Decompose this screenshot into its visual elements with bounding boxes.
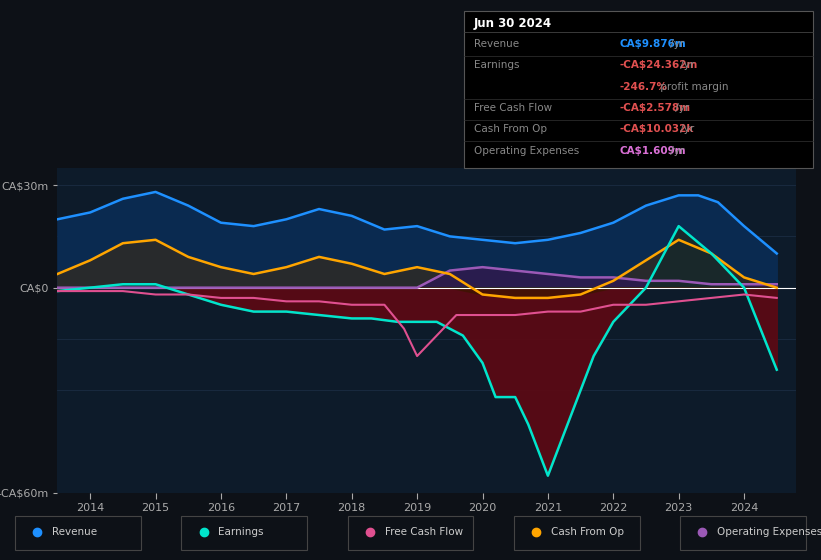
Text: Earnings: Earnings — [474, 60, 519, 71]
Text: Operating Expenses: Operating Expenses — [718, 527, 821, 537]
Text: /yr: /yr — [677, 124, 695, 134]
Text: Free Cash Flow: Free Cash Flow — [384, 527, 463, 537]
FancyBboxPatch shape — [514, 516, 640, 550]
Text: Jun 30 2024: Jun 30 2024 — [474, 17, 552, 30]
Text: Cash From Op: Cash From Op — [551, 527, 624, 537]
Text: Revenue: Revenue — [53, 527, 97, 537]
Text: CA$1.609m: CA$1.609m — [620, 146, 686, 156]
FancyBboxPatch shape — [347, 516, 473, 550]
Text: CA$9.876m: CA$9.876m — [620, 39, 686, 49]
Text: -CA$2.578m: -CA$2.578m — [620, 103, 691, 113]
Text: profit margin: profit margin — [657, 82, 728, 92]
Text: Earnings: Earnings — [218, 527, 264, 537]
Text: -CA$10.032k: -CA$10.032k — [620, 124, 695, 134]
Text: Revenue: Revenue — [474, 39, 519, 49]
FancyBboxPatch shape — [181, 516, 307, 550]
FancyBboxPatch shape — [681, 516, 805, 550]
Text: Operating Expenses: Operating Expenses — [474, 146, 579, 156]
FancyBboxPatch shape — [16, 516, 141, 550]
Text: -246.7%: -246.7% — [620, 82, 667, 92]
Text: -CA$24.362m: -CA$24.362m — [620, 60, 698, 71]
Text: /yr: /yr — [667, 146, 685, 156]
Text: /yr: /yr — [667, 39, 685, 49]
Text: Free Cash Flow: Free Cash Flow — [474, 103, 552, 113]
Text: /yr: /yr — [677, 60, 695, 71]
Text: /yr: /yr — [672, 103, 690, 113]
Text: Cash From Op: Cash From Op — [474, 124, 547, 134]
